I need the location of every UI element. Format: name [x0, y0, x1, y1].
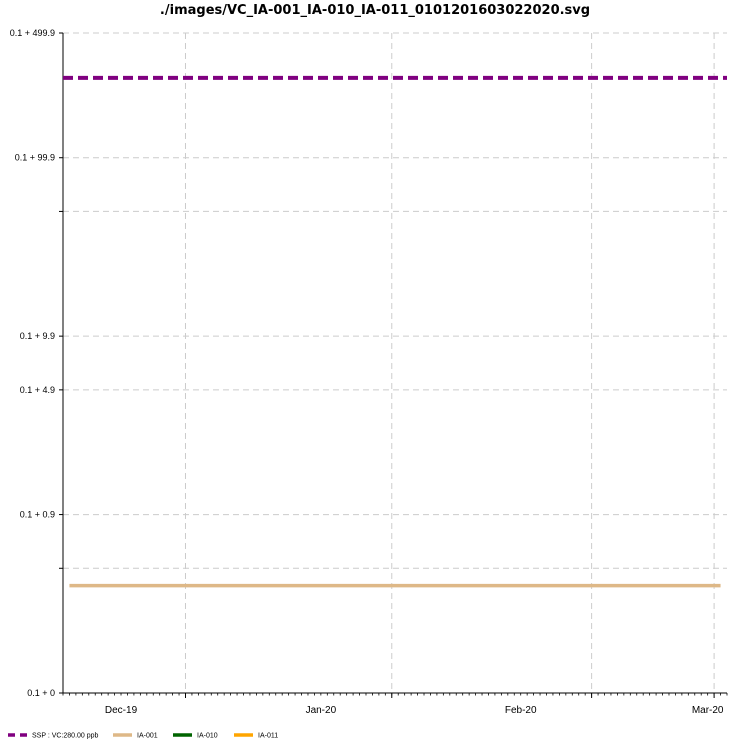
y-tick-label: 0.1 + 0 — [27, 688, 55, 698]
series-layer — [63, 75, 727, 588]
chart-title: ./images/VC_IA-001_IA-010_IA-011_0101201… — [160, 3, 590, 18]
grid — [63, 32, 727, 693]
x-tick-label: Feb-20 — [505, 705, 537, 716]
y-tick-label: 0.1 + 4.9 — [20, 385, 55, 395]
axes: 0.1 + 499.9 0.1 + 99.9 0.1 + 9.9 0.1 + 4.9 0… — [10, 28, 728, 716]
x-tick-label: Jan-20 — [306, 705, 337, 716]
y-tick-label: 0.1 + 9.9 — [20, 331, 55, 341]
legend-label: IA-001 — [137, 733, 158, 740]
legend-label: IA-010 — [197, 733, 218, 740]
y-tick-label: 0.1 + 0.9 — [20, 510, 55, 520]
x-tick-label: Dec-19 — [105, 705, 138, 716]
y-tick-label: 0.1 + 99.9 — [15, 153, 55, 163]
y-tick-label: 0.1 + 499.9 — [10, 28, 55, 38]
legend-label: SSP : VC:280.00 ppb — [32, 733, 99, 740]
legend: SSP : VC:280.00 ppb IA-001 IA-010 IA-011 — [8, 733, 278, 740]
x-tick-label: Mar-20 — [692, 705, 724, 716]
legend-label: IA-011 — [258, 733, 278, 740]
